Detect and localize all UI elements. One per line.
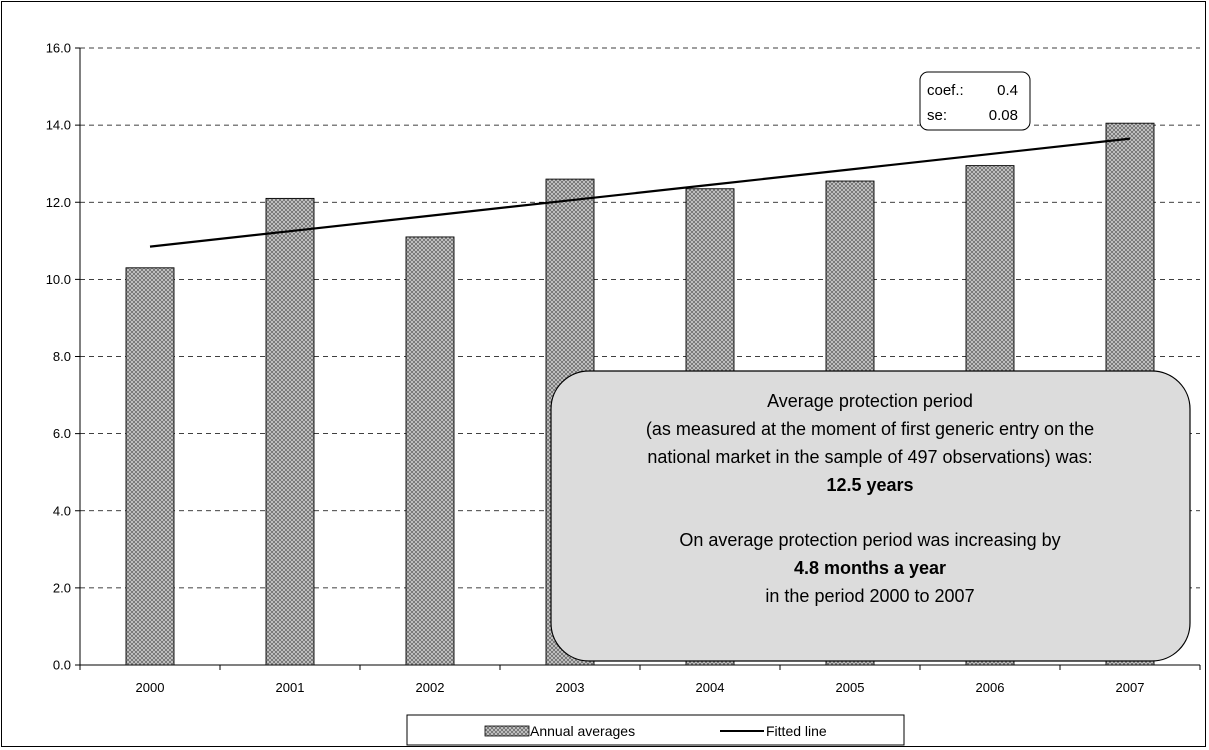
y-tick-label: 8.0 [53, 349, 71, 364]
legend: Annual averages Fitted line [406, 714, 905, 746]
callout-line-2: (as measured at the moment of first gene… [646, 419, 1094, 439]
x-tick-label: 2005 [836, 680, 865, 695]
callout-box: Average protection period (as measured a… [550, 370, 1191, 662]
y-tick-label: 4.0 [53, 503, 71, 518]
bar-2002 [405, 236, 455, 666]
x-tick-label: 2006 [976, 680, 1005, 695]
y-tick-label: 14.0 [46, 118, 71, 133]
x-tick-label: 2000 [136, 680, 165, 695]
legend-bar-label: Annual averages [530, 723, 635, 739]
coef-value: 0.4 [997, 82, 1018, 99]
x-tick-label: 2007 [1116, 680, 1145, 695]
se-value: 0.08 [989, 107, 1018, 124]
fitted-line [149, 137, 1131, 248]
callout-months-per-year: 4.8 months a year [794, 558, 946, 578]
callout-line-7: in the period 2000 to 2007 [765, 586, 974, 606]
x-tick-labels: 2000 2001 2002 2003 2004 2005 2006 2007 [136, 680, 1145, 695]
y-tick-label: 2.0 [53, 580, 71, 595]
y-tick-label: 12.0 [46, 195, 71, 210]
bar-2001 [265, 197, 315, 666]
bar-2000 [125, 267, 175, 666]
coef-label: coef.: [927, 82, 964, 99]
x-tick-label: 2003 [556, 680, 585, 695]
x-tick-label: 2002 [416, 680, 445, 695]
legend-bar-swatch [484, 725, 530, 737]
callout-line-3: national market in the sample of 497 obs… [647, 447, 1092, 467]
y-tick-label: 16.0 [46, 41, 71, 56]
x-tick-label: 2004 [696, 680, 725, 695]
callout-line-5: On average protection period was increas… [679, 530, 1060, 550]
y-tick-label: 10.0 [46, 272, 71, 287]
se-label: se: [927, 107, 947, 124]
fitted-line-group [149, 137, 1131, 248]
y-tick-label: 0.0 [53, 658, 71, 673]
legend-line-label: Fitted line [766, 723, 827, 739]
coef-box: coef.: 0.4 se: 0.08 [919, 71, 1031, 131]
y-tick-label: 6.0 [53, 426, 71, 441]
x-tick-label: 2001 [276, 680, 305, 695]
y-tick-labels: 0.0 2.0 4.0 6.0 8.0 10.0 12.0 14.0 16.0 [46, 41, 71, 673]
callout-line-1: Average protection period [767, 391, 973, 411]
callout-average-years: 12.5 years [826, 475, 913, 495]
